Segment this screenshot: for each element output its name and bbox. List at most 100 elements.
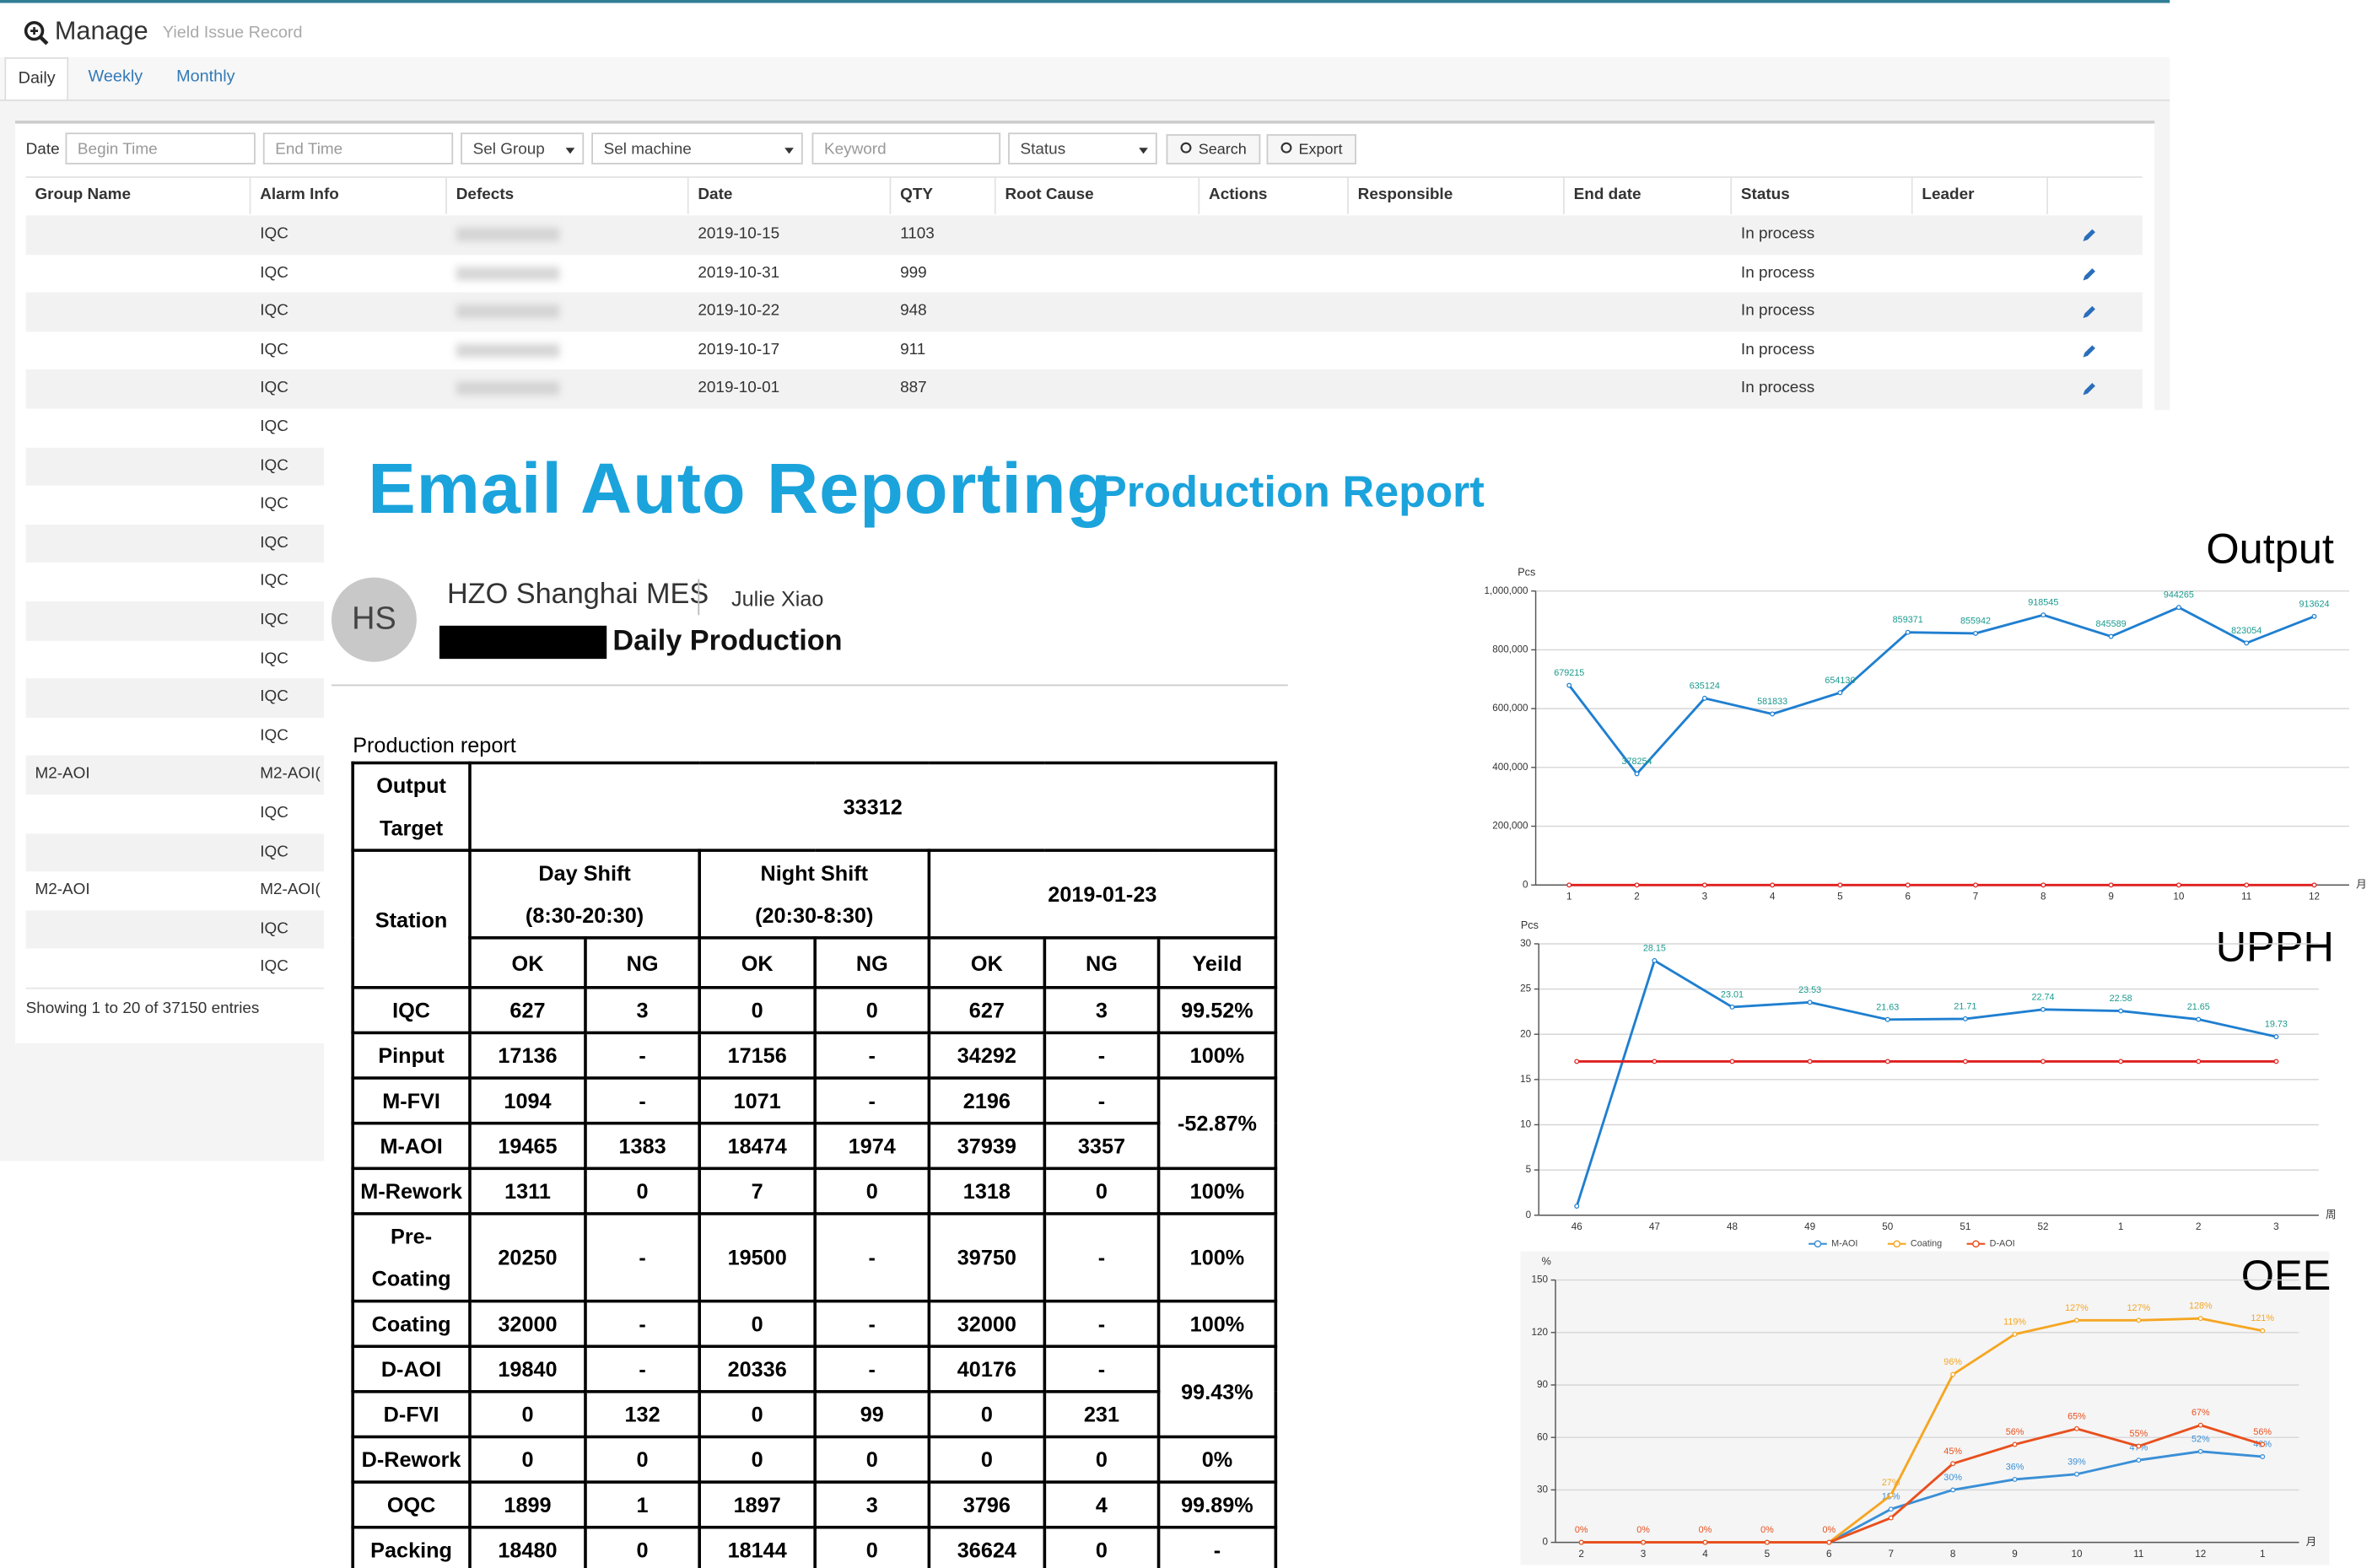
point (2073, 1425, 2079, 1431)
table-cell: M-Rework (351, 1167, 472, 1215)
tab-bar: Daily Weekly Monthly (0, 57, 2170, 101)
table-cell: IQC (260, 263, 288, 282)
table-cell: 18144 (698, 1525, 817, 1568)
table-cell: - (584, 1076, 701, 1125)
table-cell: 2019-10-31 (698, 263, 780, 282)
x-tick-label: 5 (1837, 892, 1843, 903)
dropdown-arrow (784, 148, 794, 154)
column-header: End date (1565, 176, 1733, 214)
tab[interactable]: Weekly (88, 67, 143, 86)
table-row: M-Rework 1311 0 7 0 1318 0 100% (351, 1167, 1278, 1215)
edit-icon[interactable] (2082, 267, 2097, 282)
tab[interactable]: Monthly (176, 67, 235, 86)
x-tick-label: 10 (2173, 892, 2185, 903)
point (2012, 1331, 2018, 1337)
table-cell: 1094 (468, 1076, 587, 1125)
select[interactable]: StatusStatus (1008, 132, 1157, 164)
point (1578, 1539, 1584, 1545)
edit-icon[interactable] (2082, 343, 2097, 358)
point (1574, 1059, 1580, 1064)
edit-icon[interactable] (2082, 382, 2097, 397)
dropdown-arrow (565, 148, 575, 154)
point (2040, 882, 2046, 888)
table-cell: IQC (260, 610, 288, 629)
data-label: 913624 (2299, 599, 2329, 609)
data-label: 119% (2003, 1317, 2026, 1327)
blurred-text (456, 381, 560, 396)
data-label: 0% (1575, 1525, 1588, 1535)
table-cell: 0 (698, 986, 817, 1035)
table-row: Pinput 17136-17156-34292-100% (351, 1031, 1278, 1080)
table-cell: 0 (698, 1390, 817, 1439)
x-tick-label: 3 (1641, 1549, 1647, 1560)
data-label: 56% (2253, 1427, 2272, 1437)
table-cell: 1383 (584, 1121, 701, 1171)
table-cell: 0 (468, 1435, 587, 1484)
data-label: 127% (2065, 1303, 2089, 1313)
table-cell: 948 (900, 301, 927, 321)
point (1634, 771, 1640, 777)
y-tick-label: 25 (1520, 983, 1531, 994)
table-cell: 37939 (927, 1121, 1047, 1171)
table-cell: 2019-01-23 (927, 849, 1278, 940)
point (2196, 1059, 2202, 1064)
table-cell: 2019-10-15 (698, 224, 780, 243)
table-cell: OK (698, 936, 817, 989)
data-label: 121% (2251, 1313, 2274, 1323)
y-tick-label: 600,000 (1492, 703, 1528, 714)
edit-icon[interactable] (2082, 304, 2097, 320)
table-cell: In process (1740, 263, 1815, 282)
edit-icon[interactable] (2082, 228, 2097, 243)
tab[interactable]: Daily (4, 57, 69, 100)
point (1837, 882, 1843, 888)
point (2175, 882, 2181, 888)
y-tick-label: 800,000 (1492, 644, 1528, 655)
y-tick-label: 60 (1537, 1431, 1549, 1442)
table-cell: NG (813, 936, 931, 989)
point (1652, 957, 1658, 963)
table-cell: 0% (1156, 1435, 1278, 1484)
table-cell: IQC (260, 842, 288, 860)
table-cell: 999 (900, 263, 927, 282)
table-row (25, 215, 2143, 256)
point (2197, 1316, 2203, 1322)
email-subtitle: - Production Report (1070, 468, 1485, 518)
table-cell: 99 (813, 1390, 931, 1439)
redaction (439, 625, 607, 660)
table-row: OQC 1899 1 1897 3 3796 4 99.89% (351, 1480, 1278, 1529)
table-cell: - (1043, 1076, 1161, 1125)
table-row: Coating 32000-0-32000-100% (351, 1299, 1278, 1349)
column-header: Actions (1199, 176, 1349, 214)
x-tick-label: 9 (2012, 1549, 2018, 1560)
data-label: 0% (1636, 1525, 1650, 1535)
table-cell: - (584, 1299, 701, 1349)
x-tick-label: 3 (2273, 1221, 2279, 1232)
text-input[interactable]: Keyword (811, 132, 1001, 164)
button[interactable]: Search (1166, 134, 1261, 164)
data-label: 56% (2006, 1427, 2024, 1437)
data-label: 96% (1943, 1357, 1962, 1367)
arrow (784, 148, 794, 154)
point (1641, 1539, 1647, 1545)
x-tick-label: 12 (2195, 1549, 2206, 1560)
point (1807, 1059, 1813, 1064)
data-label: 27% (1882, 1478, 1900, 1488)
button[interactable]: Export (1266, 134, 1356, 164)
point (2118, 1059, 2124, 1064)
series-line (1575, 958, 2277, 1207)
point (2136, 1458, 2142, 1463)
table-cell: IQC (260, 340, 288, 359)
subject: Daily Production (612, 625, 843, 658)
button-label: Export (1298, 142, 1343, 159)
text-input[interactable]: End Time (262, 132, 454, 164)
x-tick-label: 4 (1770, 892, 1776, 903)
y-unit: Pcs (1521, 919, 1539, 931)
point (2040, 1006, 2046, 1012)
recipient: Julie Xiao (731, 586, 824, 611)
select[interactable]: Sel machineSel machine (591, 132, 803, 164)
text-input[interactable]: Begin Time (65, 132, 256, 164)
x-tick-label: 1 (1566, 892, 1572, 903)
y-unit: Pcs (1518, 567, 1535, 579)
